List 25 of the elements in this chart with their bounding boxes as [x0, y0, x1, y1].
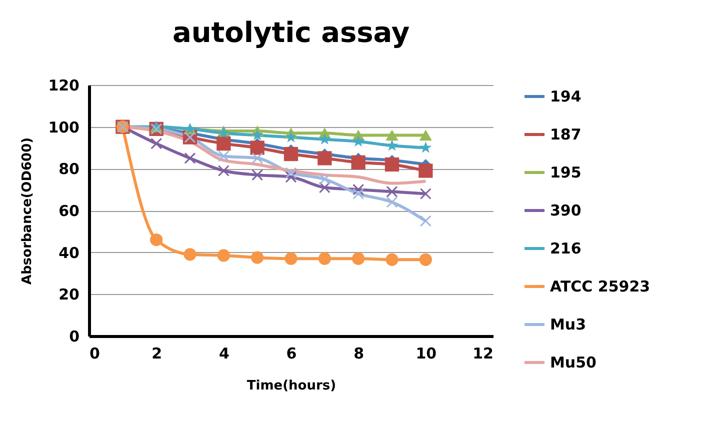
x-tick-label: 10 — [416, 344, 437, 362]
y-tick-label: 60 — [58, 202, 80, 220]
x-tick-label: 12 — [472, 344, 494, 362]
legend-label: 194 — [550, 88, 582, 106]
x-axis-title: Time(hours) — [246, 378, 336, 394]
x-tick-label: 2 — [152, 344, 162, 362]
legend-label: 390 — [550, 202, 582, 220]
y-tick-label: 100 — [48, 118, 80, 136]
y-tick-label: 120 — [48, 76, 80, 94]
chart-title: autolytic assay — [172, 16, 410, 49]
x-tick-label: 8 — [354, 344, 364, 362]
x-tick-label: 4 — [218, 344, 230, 362]
legend-label: 187 — [550, 126, 582, 144]
legend-label: Mu50 — [550, 354, 596, 372]
legend-label: ATCC 25923 — [550, 278, 650, 296]
y-axis-title: Absorbance(OD600) — [20, 137, 36, 285]
y-tick-label: 80 — [58, 160, 80, 178]
y-tick-label: 0 — [69, 328, 80, 346]
legend-label: Mu3 — [550, 316, 586, 334]
x-tick-label: 0 — [90, 344, 100, 362]
y-tick-label: 20 — [58, 286, 80, 304]
legend-label: 195 — [550, 164, 582, 182]
legend-label: 216 — [550, 240, 582, 258]
y-tick-label: 40 — [58, 244, 80, 262]
x-tick-label: 6 — [286, 344, 297, 362]
